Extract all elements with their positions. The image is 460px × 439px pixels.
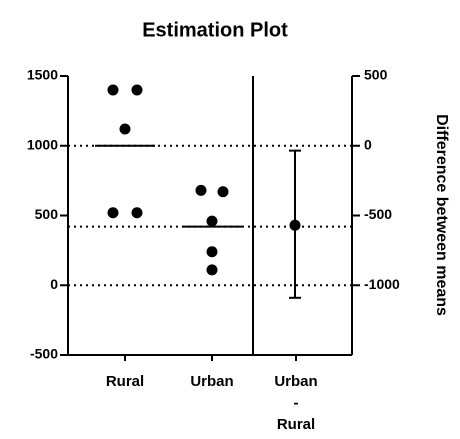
data-point [206, 246, 218, 258]
chart-title: Estimation Plot [142, 19, 288, 41]
data-point [131, 84, 143, 96]
y2-axis-label: Difference between means [433, 114, 450, 316]
data-point [131, 207, 143, 219]
y-tick-label: -500 [30, 346, 58, 362]
data-point [107, 207, 119, 219]
y2-tick-label: 0 [364, 136, 372, 152]
data-point [119, 123, 131, 135]
y2-tick-label: -500 [364, 206, 392, 222]
y-tick-label: 0 [50, 276, 58, 292]
x-tick-label: Urban -Rural [274, 373, 317, 433]
y-tick-label: 1500 [27, 67, 58, 83]
data-point [195, 184, 207, 196]
difference-point [289, 219, 301, 231]
data-point [107, 84, 119, 96]
y2-tick-label: 500 [364, 67, 388, 83]
y-tick-label: 1000 [27, 136, 58, 152]
y2-tick-label: -1000 [364, 276, 400, 292]
data-point [217, 186, 229, 198]
x-tick-label: Urban [190, 373, 233, 390]
data-point [206, 215, 218, 227]
x-tick-label: Rural [106, 373, 144, 390]
data-point [206, 264, 218, 276]
y-tick-label: 500 [35, 206, 59, 222]
